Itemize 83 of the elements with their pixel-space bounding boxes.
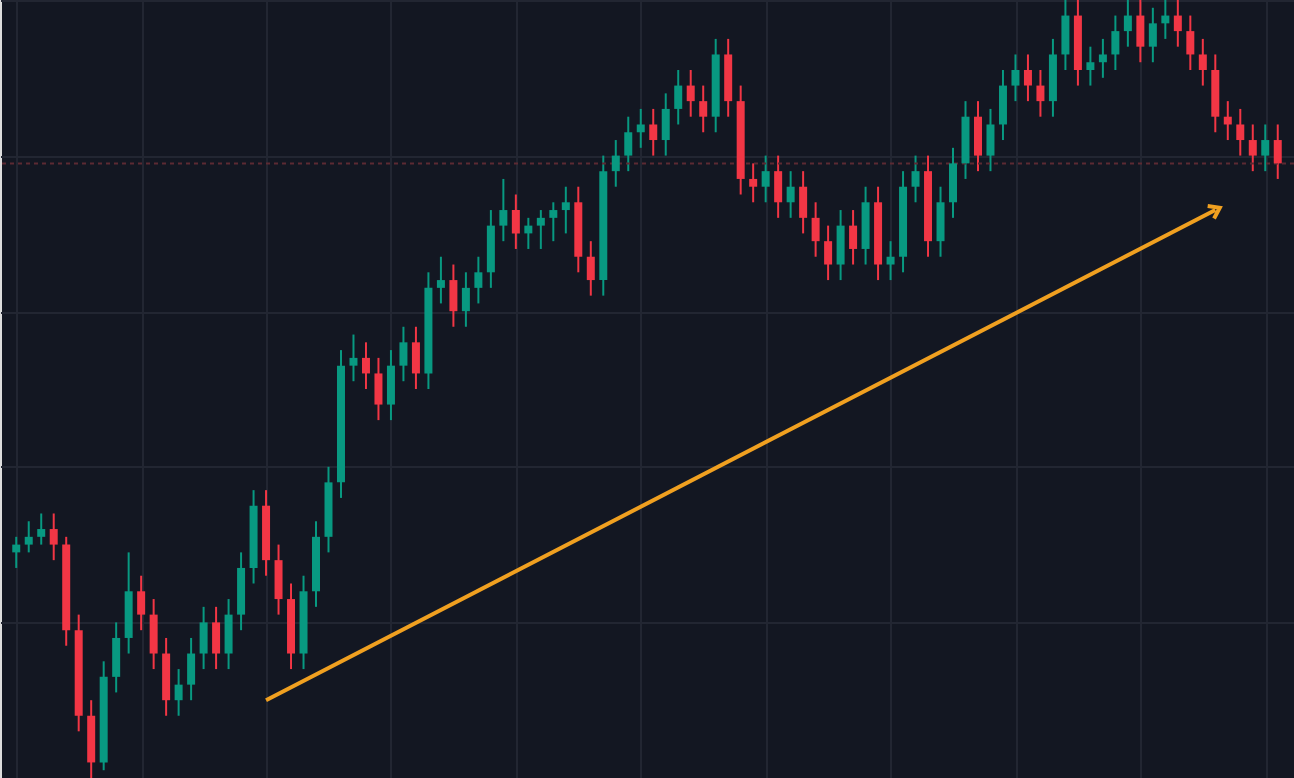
candlestick: [536, 209, 545, 250]
candlestick: [461, 271, 470, 328]
candlestick: [511, 193, 520, 250]
candlestick: [174, 668, 183, 717]
candlestick: [436, 255, 445, 305]
candlestick: [224, 598, 233, 671]
candlestick: [1086, 45, 1095, 87]
candlestick: [374, 356, 383, 422]
candlestick: [586, 240, 595, 297]
candlestick: [199, 605, 208, 671]
candlestick: [386, 349, 395, 422]
candlestick: [87, 699, 96, 778]
candlestick: [237, 551, 246, 632]
candlestick: [849, 209, 858, 266]
candlestick: [636, 107, 645, 149]
candlestick: [761, 154, 770, 204]
candlestick: [449, 263, 458, 328]
candlestick: [162, 636, 171, 717]
candlestick: [749, 162, 758, 204]
candlestick: [12, 535, 21, 569]
candlestick: [1198, 37, 1207, 87]
candlestick: [1048, 37, 1057, 118]
candlestick: [49, 512, 58, 562]
candlestick: [699, 84, 708, 134]
candlestick: [149, 598, 158, 671]
candlestick: [1061, 0, 1070, 72]
candlestick: [1148, 6, 1157, 64]
candlestick: [549, 201, 558, 243]
candlestick: [1136, 0, 1145, 64]
candlestick: [998, 69, 1007, 142]
candlestick: [624, 115, 633, 173]
candlestick: [361, 341, 370, 390]
candlestick: [561, 185, 570, 235]
candlestick: [274, 543, 283, 616]
candlestick: [661, 92, 670, 157]
candlestick: [986, 107, 995, 173]
candlestick: [1261, 123, 1270, 173]
candlestick: [1186, 14, 1195, 72]
candlestick: [1011, 53, 1020, 103]
candlestick: [1161, 0, 1170, 40]
candlestick: [911, 154, 920, 204]
candlestick: [187, 636, 196, 702]
candlestick: [112, 621, 121, 694]
candlestick: [1036, 69, 1045, 118]
candlestick: [137, 574, 146, 632]
candlestick: [824, 224, 833, 282]
candlestick: [1236, 107, 1245, 157]
candlestick: [524, 216, 533, 250]
candlestick: [1023, 53, 1032, 103]
candlestick: [686, 69, 695, 118]
candlestick: [799, 170, 808, 235]
candlestick: [811, 201, 820, 258]
candlestick: [949, 146, 958, 219]
candlestick: [486, 209, 495, 289]
candlestick: [349, 333, 358, 383]
candlestick: [836, 209, 845, 282]
candlestick: [786, 170, 795, 219]
candlestick: [474, 255, 483, 305]
candlestick: [499, 177, 508, 243]
candlestick: [124, 551, 133, 655]
candlestick: [37, 512, 46, 546]
candlestick: [24, 520, 33, 554]
candlestick: [1111, 14, 1120, 72]
candlestick: [399, 325, 408, 383]
candlestick: [1173, 0, 1182, 48]
candlestick: [1123, 0, 1132, 48]
candlestick: [649, 107, 658, 157]
candlestick: [1273, 123, 1282, 180]
candlestick: [212, 605, 221, 671]
candlestick: [674, 69, 683, 126]
candlestick: [936, 185, 945, 258]
candlestick: [1248, 123, 1257, 173]
candlestick: [1211, 53, 1220, 134]
candlestick: [861, 185, 870, 266]
candlestick: [886, 240, 895, 282]
candlestick: [1223, 100, 1232, 142]
candlestick: [411, 325, 420, 390]
candlestick: [961, 100, 970, 180]
candlestick: [724, 37, 733, 118]
candlestick: [1098, 37, 1107, 79]
candlestick: [973, 100, 982, 173]
candlestick: [774, 154, 783, 219]
candlestick: [611, 139, 620, 188]
